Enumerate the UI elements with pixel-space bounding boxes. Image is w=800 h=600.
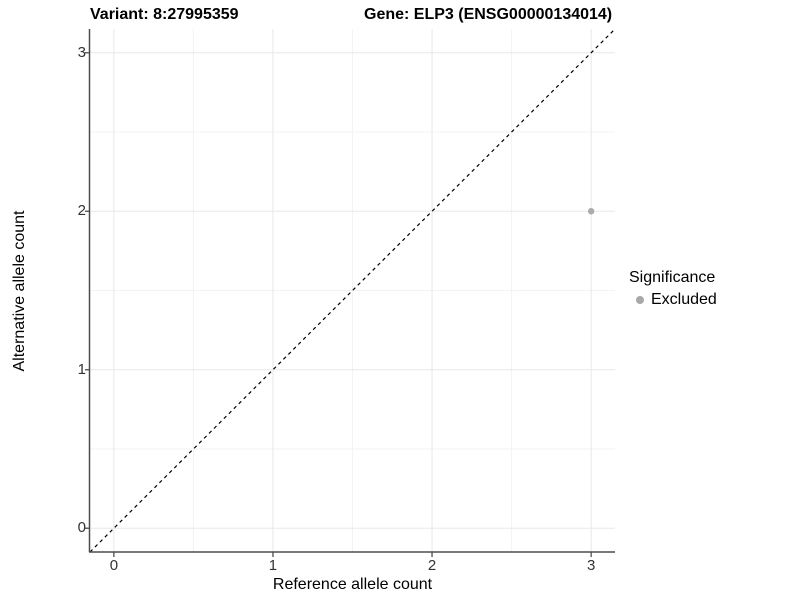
y-tick-label: 3: [77, 43, 86, 61]
legend: Significance Excluded: [629, 268, 717, 309]
legend-item-excluded: Excluded: [629, 290, 717, 309]
legend-item-label: Excluded: [651, 291, 717, 308]
y-tick-label: 1: [77, 360, 86, 378]
plot-title-variant: Variant: 8:27995359: [90, 6, 239, 23]
data-point: [587, 208, 595, 215]
x-tick-label: 2: [427, 557, 437, 574]
y-tick-label: 0: [77, 519, 86, 537]
legend-title: Significance: [629, 269, 716, 286]
identity-line: [89, 28, 616, 553]
x-tick-label: 1: [268, 557, 278, 574]
x-tick-label: 0: [109, 557, 119, 574]
legend-point-icon: [636, 295, 644, 304]
x-axis-title: Reference allele count: [272, 576, 433, 593]
y-tick-label: 2: [77, 202, 86, 220]
y-axis-title: Alternative allele count: [11, 210, 28, 372]
x-tick-label: 3: [586, 557, 596, 574]
plot-title-gene: Gene: ELP3 (ENSG00000134014): [364, 6, 613, 23]
